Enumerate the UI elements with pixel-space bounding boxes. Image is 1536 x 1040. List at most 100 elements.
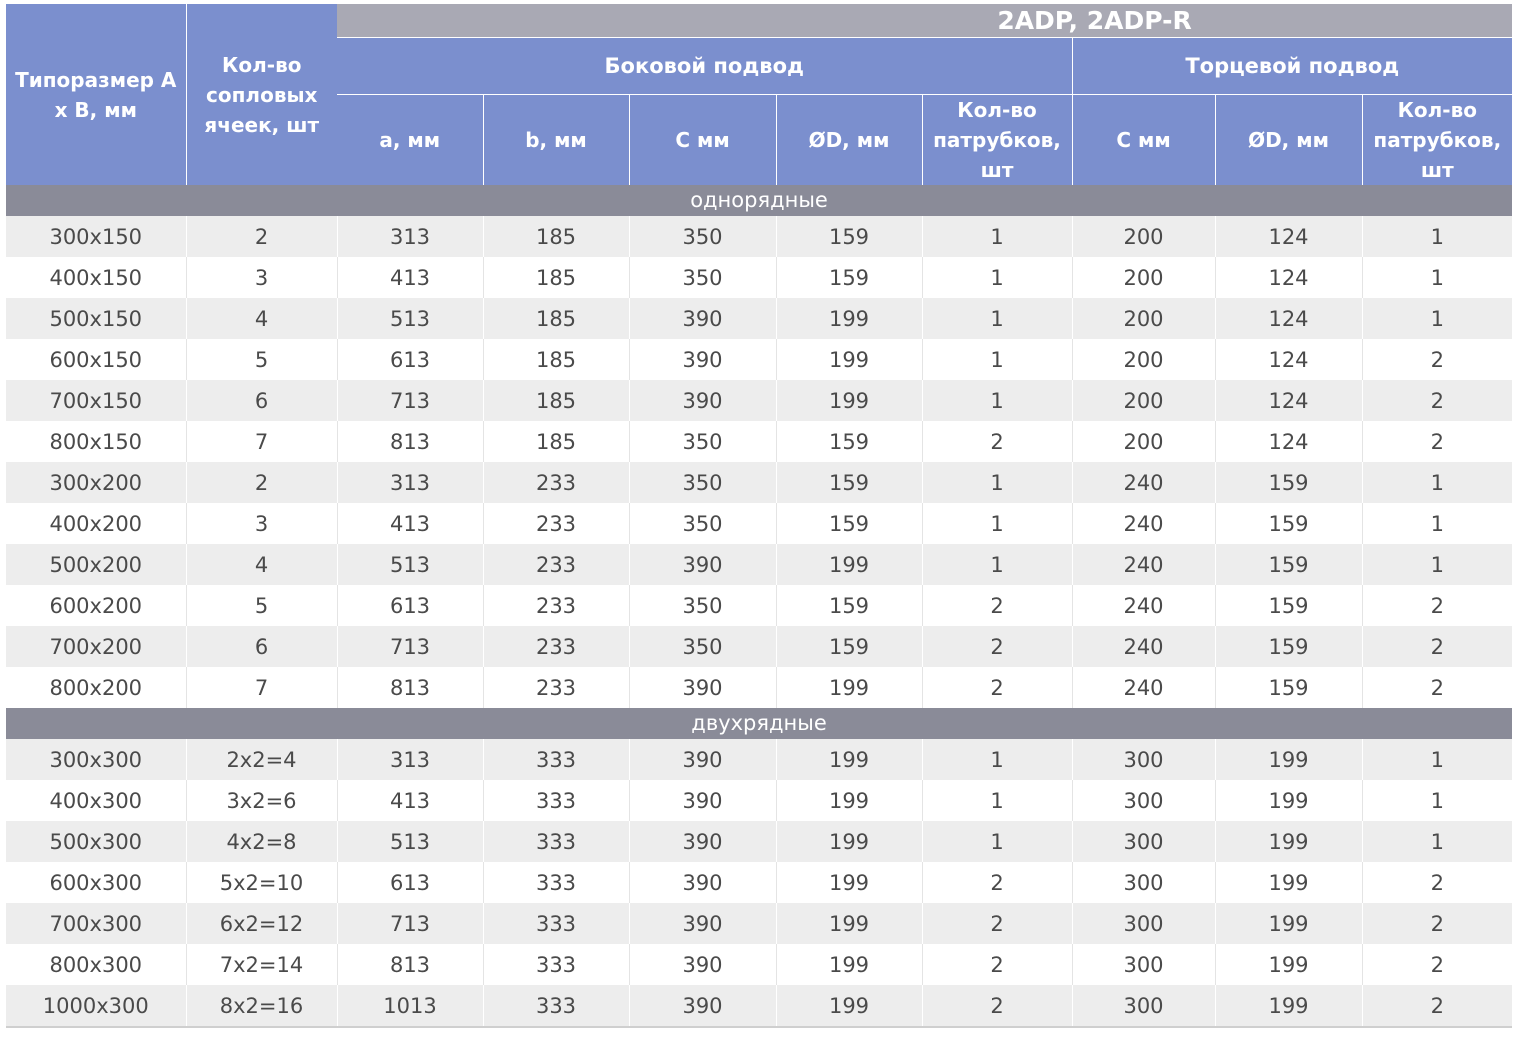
table-cell: 300 xyxy=(1071,821,1215,862)
table-row: 400x300 3x2=6 413 333 390 199 1 300 199 1 xyxy=(6,780,1513,821)
table-cell: 713 xyxy=(336,380,483,421)
table-cell: 2 xyxy=(185,462,337,503)
table-cell: 500x200 xyxy=(6,544,186,585)
table-cell: 390 xyxy=(628,380,776,421)
table-cell: 390 xyxy=(628,821,776,862)
table-cell: 233 xyxy=(482,667,629,708)
table-cell: 350 xyxy=(628,257,776,298)
table-row: 800x150 7 813 185 350 159 2 200 124 2 xyxy=(6,421,1513,462)
table-cell: 199 xyxy=(1214,739,1362,780)
table-cell: 159 xyxy=(775,585,922,626)
table-cell: 6x2=12 xyxy=(185,903,337,944)
table-cell: 199 xyxy=(775,739,922,780)
table-cell: 233 xyxy=(482,544,629,585)
header-cells: Кол-во сопловых ячеек, шт xyxy=(185,4,337,185)
table-cell: 1 xyxy=(1361,739,1513,780)
table-cell: 2 xyxy=(921,944,1072,985)
table-cell: 313 xyxy=(336,739,483,780)
table-cell: 1 xyxy=(921,780,1072,821)
table-cell: 199 xyxy=(775,667,922,708)
table-cell: 7x2=14 xyxy=(185,944,337,985)
table-cell: 240 xyxy=(1071,462,1215,503)
table-cell: 159 xyxy=(1214,462,1362,503)
table-cell: 240 xyxy=(1071,626,1215,667)
table-row: 500x200 4 513 233 390 199 1 240 159 1 xyxy=(6,544,1513,585)
table-cell: 513 xyxy=(336,821,483,862)
table-cell: 513 xyxy=(336,298,483,339)
table-cell: 2 xyxy=(1361,667,1513,708)
table-row: 800x200 7 813 233 390 199 2 240 159 2 xyxy=(6,667,1513,708)
table-cell: 1 xyxy=(1361,780,1513,821)
table-cell: 300 xyxy=(1071,903,1215,944)
table-cell: 1 xyxy=(1361,257,1513,298)
table-row: 1000x300 8x2=16 1013 333 390 199 2 300 199 2 xyxy=(6,985,1513,1028)
table-cell: 613 xyxy=(336,585,483,626)
table-cell: 2 xyxy=(1361,380,1513,421)
header-end-c: C мм xyxy=(1071,94,1215,185)
table-cell: 413 xyxy=(336,257,483,298)
table-cell: 300 xyxy=(1071,862,1215,903)
table-cell: 159 xyxy=(1214,544,1362,585)
table-cell: 159 xyxy=(775,462,922,503)
table-cell: 199 xyxy=(775,903,922,944)
table-cell: 2 xyxy=(1361,903,1513,944)
table-cell: 124 xyxy=(1214,339,1362,380)
table-cell: 713 xyxy=(336,903,483,944)
table-cell: 200 xyxy=(1071,257,1215,298)
table-cell: 124 xyxy=(1214,421,1362,462)
table-cell: 300 xyxy=(1071,739,1215,780)
table-cell: 600x200 xyxy=(6,585,186,626)
table-cell: 1 xyxy=(921,339,1072,380)
table-row: 700x200 6 713 233 350 159 2 240 159 2 xyxy=(6,626,1513,667)
spec-table: Типоразмер A x B, мм Кол-во сопловых яче… xyxy=(6,4,1513,1028)
table-cell: 813 xyxy=(336,944,483,985)
table-cell: 300 xyxy=(1071,780,1215,821)
table-cell: 199 xyxy=(1214,944,1362,985)
table-cell: 199 xyxy=(1214,821,1362,862)
table-row: 400x150 3 413 185 350 159 1 200 124 1 xyxy=(6,257,1513,298)
table-cell: 5 xyxy=(185,339,337,380)
table-cell: 3x2=6 xyxy=(185,780,337,821)
table-cell: 333 xyxy=(482,821,629,862)
table-cell: 1 xyxy=(1361,544,1513,585)
table-cell: 2 xyxy=(921,585,1072,626)
table-cell: 813 xyxy=(336,421,483,462)
table-cell: 200 xyxy=(1071,339,1215,380)
table-cell: 2 xyxy=(921,985,1072,1028)
table-cell: 800x150 xyxy=(6,421,186,462)
table-cell: 400x200 xyxy=(6,503,186,544)
table-cell: 8x2=16 xyxy=(185,985,337,1028)
table-cell: 199 xyxy=(1214,780,1362,821)
table-cell: 390 xyxy=(628,739,776,780)
table-cell: 2 xyxy=(921,862,1072,903)
table-cell: 2 xyxy=(1361,944,1513,985)
table-cell: 3 xyxy=(185,503,337,544)
section-label: двухрядные xyxy=(6,708,1513,739)
table-cell: 185 xyxy=(482,380,629,421)
table-cell: 1 xyxy=(1361,821,1513,862)
table-cell: 400x300 xyxy=(6,780,186,821)
table-cell: 1 xyxy=(921,257,1072,298)
table-row: 800x300 7x2=14 813 333 390 199 2 300 199 2 xyxy=(6,944,1513,985)
section-label: однорядные xyxy=(6,185,1513,216)
table-cell: 4 xyxy=(185,544,337,585)
table-cell: 800x300 xyxy=(6,944,186,985)
table-cell: 300x150 xyxy=(6,216,186,257)
table-row: 400x200 3 413 233 350 159 1 240 159 1 xyxy=(6,503,1513,544)
section-row: однорядные xyxy=(6,185,1513,216)
table-row: 500x300 4x2=8 513 333 390 199 1 300 199 1 xyxy=(6,821,1513,862)
table-row: 300x200 2 313 233 350 159 1 240 159 1 xyxy=(6,462,1513,503)
table-cell: 1 xyxy=(1361,503,1513,544)
table-cell: 600x150 xyxy=(6,339,186,380)
table-cell: 185 xyxy=(482,257,629,298)
table-cell: 2 xyxy=(1361,421,1513,462)
table-cell: 199 xyxy=(775,339,922,380)
table-cell: 2x2=4 xyxy=(185,739,337,780)
table-cell: 613 xyxy=(336,862,483,903)
table-cell: 1 xyxy=(921,739,1072,780)
table-cell: 2 xyxy=(921,626,1072,667)
table-cell: 1 xyxy=(1361,216,1513,257)
table-cell: 313 xyxy=(336,462,483,503)
table-row: 700x150 6 713 185 390 199 1 200 124 2 xyxy=(6,380,1513,421)
table-cell: 390 xyxy=(628,985,776,1028)
